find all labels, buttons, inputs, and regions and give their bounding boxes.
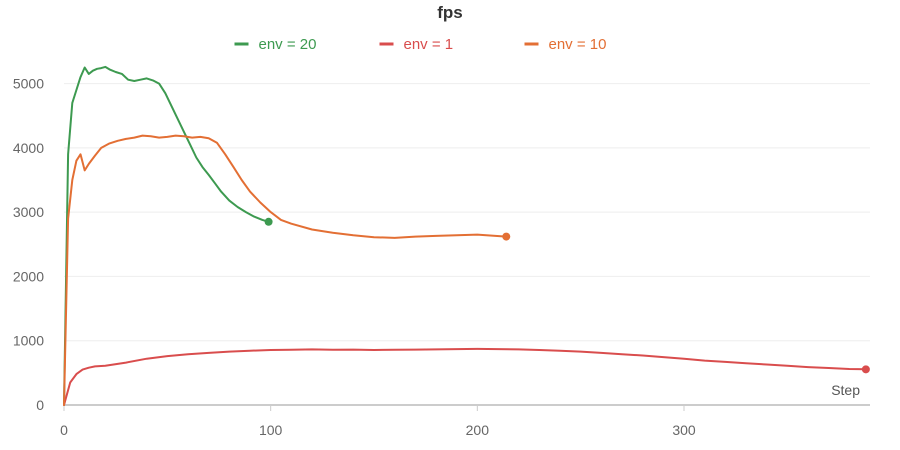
x-tick-label: 100: [259, 422, 283, 438]
x-tick-label: 300: [672, 422, 696, 438]
y-tick-label: 3000: [13, 204, 44, 220]
legend: env = 20 env = 1 env = 10: [234, 36, 607, 53]
y-axis: 0 1000 2000 3000 4000 5000: [13, 76, 44, 413]
series-line-env-20: [63, 65, 270, 406]
y-tick-label: 2000: [13, 268, 44, 284]
legend-item-env-10[interactable]: env = 10: [524, 36, 607, 53]
y-tick-label: 1000: [13, 333, 44, 349]
x-axis-label: Step: [831, 382, 860, 398]
series-group: [63, 65, 870, 406]
legend-label: env = 10: [549, 36, 607, 53]
series-end-point-env-20: [264, 217, 273, 226]
legend-item-env-1[interactable]: env = 1: [379, 36, 454, 53]
y-tick-label: 0: [36, 397, 44, 413]
grid: [64, 83, 870, 342]
legend-label: env = 1: [404, 36, 454, 53]
legend-label: env = 20: [259, 36, 317, 53]
series-end-point-env-10: [502, 232, 511, 241]
chart-title: fps: [437, 3, 463, 22]
series-line-env-10: [63, 134, 508, 406]
x-tick-label: 0: [60, 422, 68, 438]
legend-item-env-20[interactable]: env = 20: [234, 36, 317, 53]
y-tick-label: 4000: [13, 140, 44, 156]
x-axis: 0 100 200 300: [60, 405, 696, 438]
series-line-env-1: [63, 347, 867, 406]
x-tick-label: 200: [466, 422, 490, 438]
series-end-point-env-1: [861, 365, 870, 374]
y-tick-label: 5000: [13, 76, 44, 92]
